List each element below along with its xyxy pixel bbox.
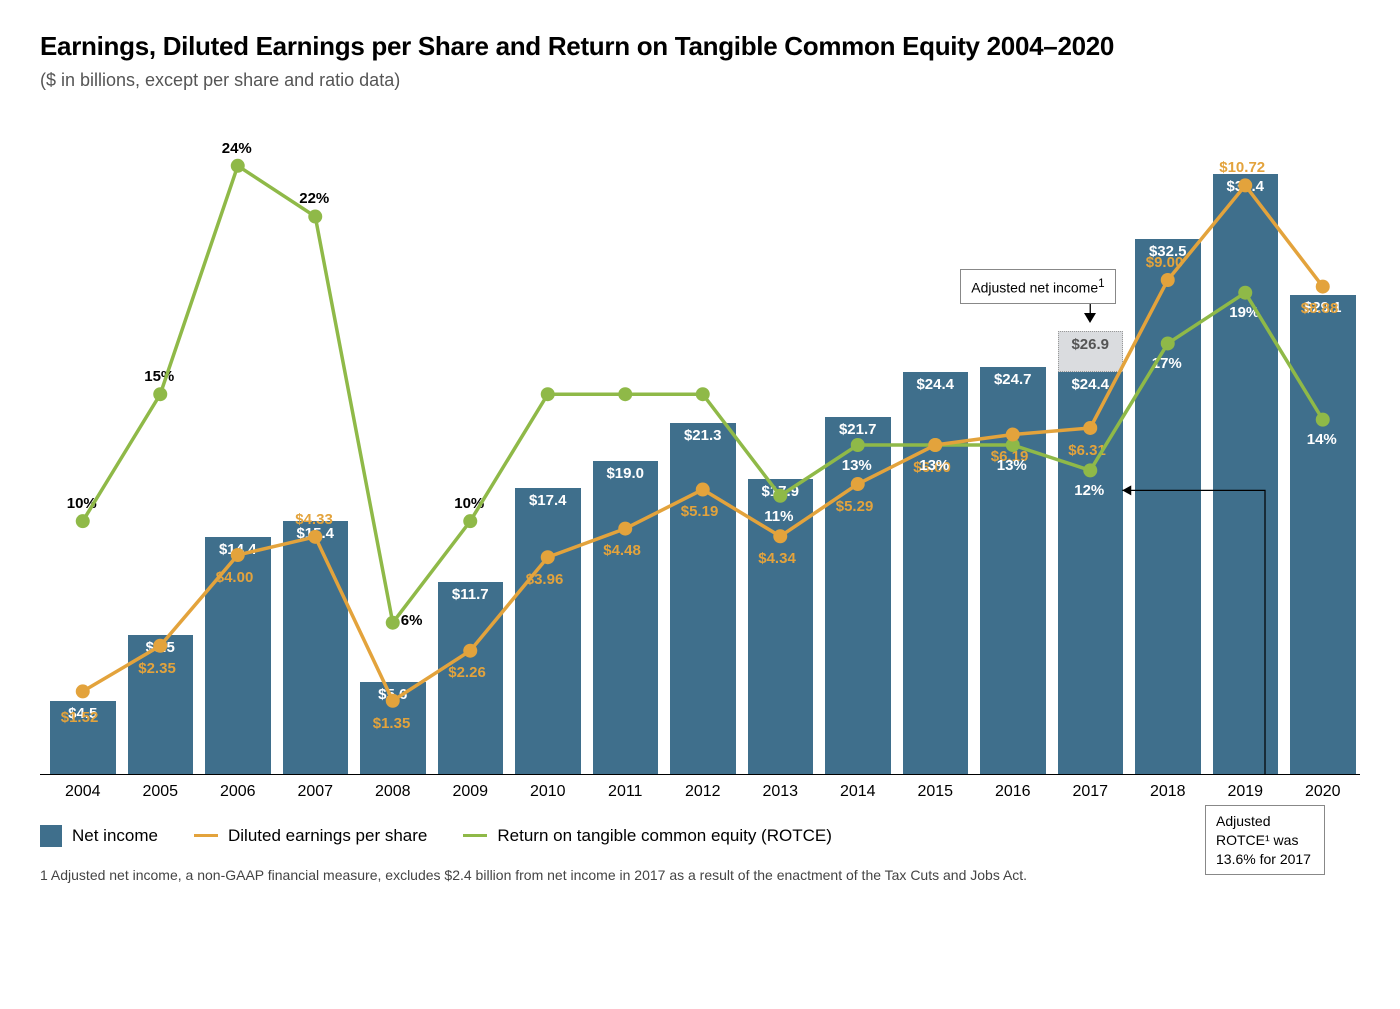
bar-value-label: $8.5 (128, 639, 194, 656)
bar-net-income: $8.5 (128, 635, 194, 775)
bar-net-income: $32.5 (1135, 239, 1201, 775)
legend-swatch-bar (40, 825, 62, 847)
legend-swatch-eps (194, 834, 218, 837)
chart-title: Earnings, Diluted Earnings per Share and… (40, 30, 1360, 64)
x-tick-label: 2004 (44, 783, 122, 801)
x-tick-label: 2011 (587, 783, 665, 801)
bar-net-income: $19.0 (593, 461, 659, 775)
eps-value-label: $6.31 (1068, 442, 1106, 459)
bar-net-income: $24.7 (980, 367, 1046, 775)
rotce-value-label: 19% (1229, 304, 1259, 321)
eps-value-label: $4.33 (295, 511, 333, 528)
x-tick-label: 2017 (1052, 783, 1130, 801)
legend: Net income Diluted earnings per share Re… (40, 825, 1360, 847)
bar-value-label: $5.6 (360, 686, 426, 703)
rotce-value-label: 15% (144, 368, 174, 385)
legend-swatch-rotce (463, 834, 487, 837)
legend-label: Return on tangible common equity (ROTCE) (497, 826, 831, 846)
x-axis: 2004200520062007200820092010201120122013… (40, 775, 1360, 815)
x-tick-label: 2019 (1207, 783, 1285, 801)
bar-value-label: $17.4 (515, 492, 581, 509)
bar-value-label: $21.7 (825, 421, 891, 438)
rotce-value-label: 17% (1152, 355, 1182, 372)
x-tick-label: 2016 (974, 783, 1052, 801)
legend-item-eps: Diluted earnings per share (194, 826, 427, 846)
eps-value-label: $3.96 (526, 571, 564, 588)
eps-value-label: $5.19 (681, 503, 719, 520)
bar-net-income: $24.4 (903, 372, 969, 775)
bar-value-label: $14.4 (205, 541, 271, 558)
x-tick-label: 2009 (432, 783, 510, 801)
x-tick-label: 2008 (354, 783, 432, 801)
callout-text: Adjusted net income (971, 280, 1098, 296)
legend-label: Net income (72, 826, 158, 846)
adjusted-value-label: $26.9 (1059, 336, 1123, 353)
callout-adjusted-net-income: Adjusted net income1 (960, 269, 1115, 305)
bar-net-income: $21.3 (670, 423, 736, 774)
bar-adjusted-net-income: $26.9 (1058, 331, 1124, 372)
legend-item-net-income: Net income (40, 825, 158, 847)
rotce-value-label: 13% (997, 457, 1027, 474)
callout-adjusted-rotce: Adjusted ROTCE¹ was 13.6% for 2017 (1205, 805, 1325, 876)
eps-value-label: $1.52 (61, 709, 99, 726)
bar-net-income: $36.4 (1213, 174, 1279, 775)
bar-value-label: $24.4 (1058, 376, 1124, 393)
x-tick-label: 2013 (742, 783, 820, 801)
rotce-value-label: 13% (919, 457, 949, 474)
bar-value-label: $17.9 (748, 483, 814, 500)
eps-value-label: $10.72 (1219, 159, 1265, 176)
rotce-value-label: 14% (1307, 431, 1337, 448)
legend-label: Diluted earnings per share (228, 826, 427, 846)
rotce-value-label: 15% (687, 406, 717, 423)
bar-net-income: $29.1 (1290, 295, 1356, 775)
rotce-value-label: 6% (401, 612, 423, 629)
bar-net-income: $17.4 (515, 488, 581, 775)
bar-value-label: $21.3 (670, 427, 736, 444)
eps-value-label: $4.34 (758, 550, 796, 567)
plot-area: $4.5$8.5$14.4$15.4$5.6$11.7$17.4$19.0$21… (40, 115, 1360, 775)
eps-value-label: $2.35 (138, 660, 176, 677)
x-tick-label: 2020 (1284, 783, 1362, 801)
x-tick-label: 2006 (199, 783, 277, 801)
rotce-value-label: 11% (764, 508, 793, 525)
x-tick-label: 2005 (122, 783, 200, 801)
bar-value-label: $24.4 (903, 376, 969, 393)
legend-item-rotce: Return on tangible common equity (ROTCE) (463, 826, 831, 846)
x-tick-label: 2012 (664, 783, 742, 801)
rotce-value-label: 15% (532, 406, 562, 423)
chart-container: $4.5$8.5$14.4$15.4$5.6$11.7$17.4$19.0$21… (40, 115, 1360, 815)
x-tick-label: 2014 (819, 783, 897, 801)
arrow-down-icon (1084, 313, 1096, 323)
rotce-value-label: 13% (842, 457, 872, 474)
bar-value-label: $19.0 (593, 465, 659, 482)
eps-value-label: $9.00 (1146, 254, 1184, 271)
rotce-value-label: 24% (222, 140, 252, 157)
footnote: 1 Adjusted net income, a non-GAAP financ… (40, 867, 1360, 883)
eps-value-label: $4.48 (603, 542, 641, 559)
bar-net-income: $15.4 (283, 521, 349, 775)
eps-value-label: $5.29 (836, 498, 874, 515)
x-tick-label: 2010 (509, 783, 587, 801)
rotce-value-label: 15% (609, 406, 639, 423)
rotce-value-label: 10% (67, 495, 97, 512)
x-tick-label: 2015 (897, 783, 975, 801)
x-tick-label: 2018 (1129, 783, 1207, 801)
x-tick-label: 2007 (277, 783, 355, 801)
rotce-value-label: 22% (299, 190, 329, 207)
rotce-value-label: 10% (454, 495, 484, 512)
eps-value-label: $4.00 (216, 569, 254, 586)
bar-value-label: $11.7 (438, 586, 504, 603)
bar-net-income: $24.4 (1058, 372, 1124, 775)
bar-value-label: $24.7 (980, 371, 1046, 388)
eps-value-label: $8.88 (1301, 300, 1339, 317)
eps-value-label: $1.35 (373, 715, 411, 732)
chart-subtitle: ($ in billions, except per share and rat… (40, 70, 1360, 91)
bar-value-label: $36.4 (1213, 178, 1279, 195)
rotce-value-label: 12% (1074, 482, 1104, 499)
eps-value-label: $2.26 (448, 664, 486, 681)
